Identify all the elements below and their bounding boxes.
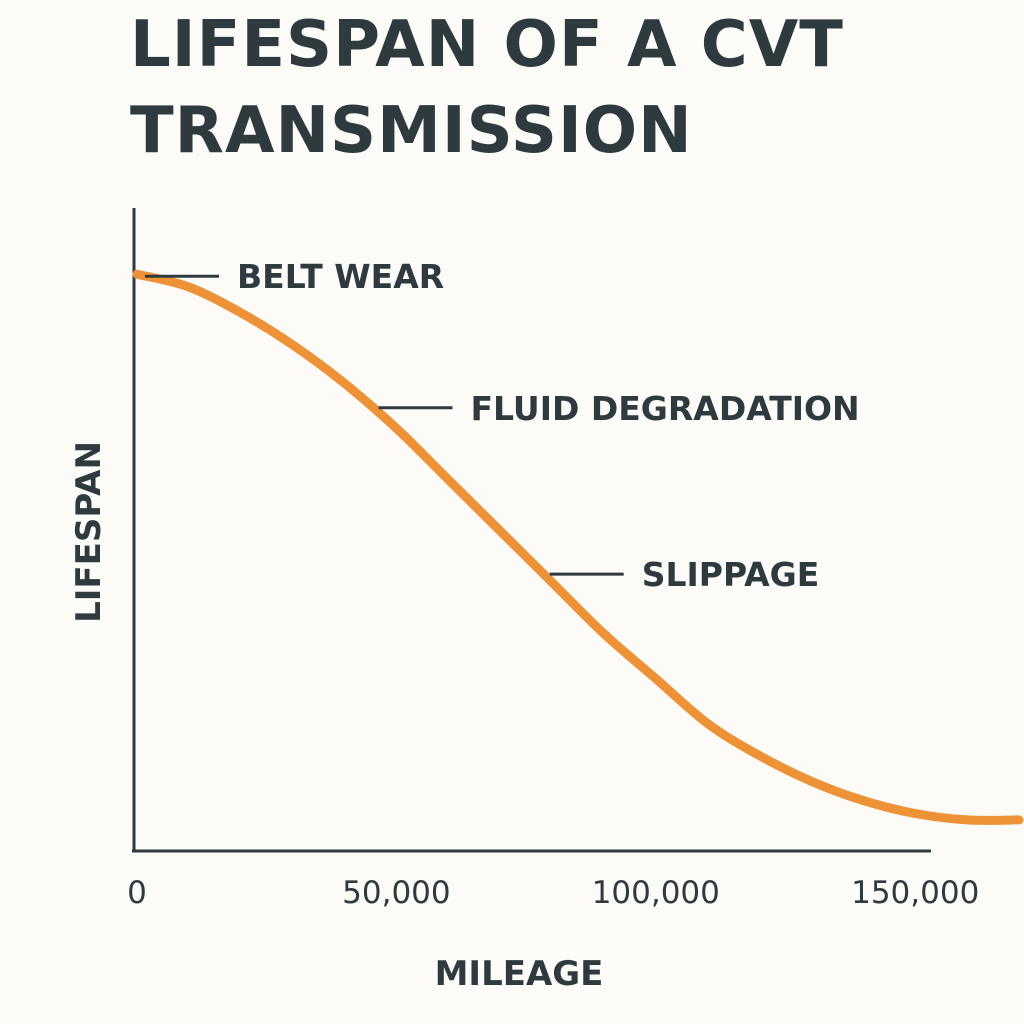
lifespan-curve — [132, 269, 1024, 825]
axes — [132, 208, 931, 853]
x-tick-label: 0 — [127, 875, 147, 911]
chart-title-line-1: LIFESPAN OF A CVT — [130, 8, 844, 82]
x-tick-label: 100,000 — [592, 875, 720, 911]
chart-title: LIFESPAN OF A CVT TRANSMISSION — [130, 2, 990, 174]
y-axis-title: LIFESPAN — [69, 441, 109, 623]
x-tick-label: 150,000 — [851, 875, 979, 911]
annotation-label: SLIPPAGE — [642, 555, 820, 594]
chart-title-line-2: TRANSMISSION — [130, 94, 693, 168]
annotation-label: BELT WEAR — [237, 257, 444, 296]
x-tick-label: 50,000 — [342, 875, 450, 911]
annotations: BELT WEAR FLUID DEGRADATION SLIPPAGE — [145, 257, 860, 594]
annotation-label: FLUID DEGRADATION — [471, 389, 860, 428]
x-tick-labels: 0 50,000 100,000 150,000 — [127, 875, 979, 911]
x-axis-title: MILEAGE — [435, 954, 604, 994]
